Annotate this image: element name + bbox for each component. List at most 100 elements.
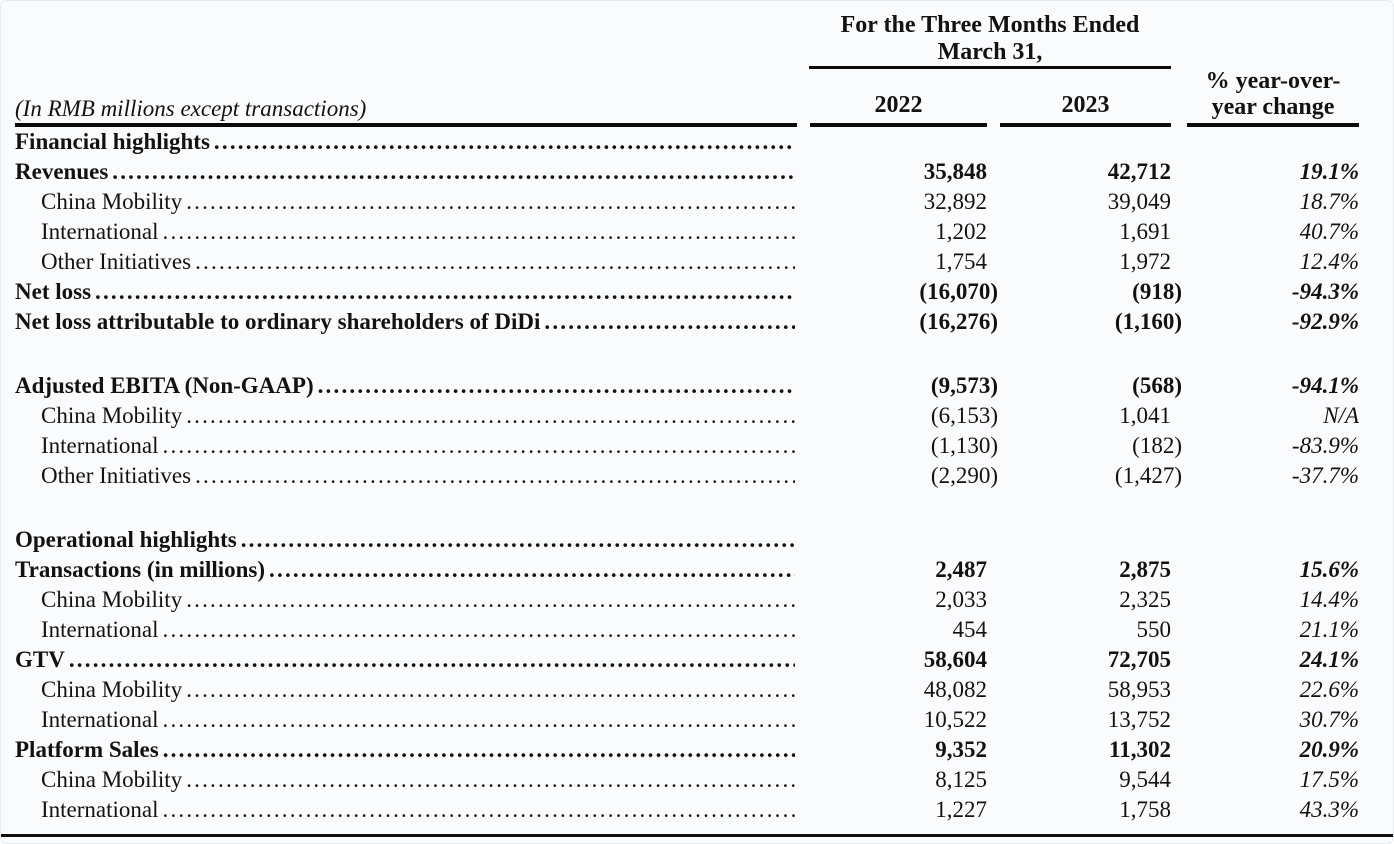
value-yoy-change: 18.7% (1299, 189, 1359, 214)
table-row: China Mobility (6,153) 1,041 N/A (15, 401, 1359, 431)
value-2022: (16,070) (919, 279, 998, 304)
value-2023: 1,972 (1119, 249, 1171, 274)
row-label: Platform Sales (15, 737, 159, 762)
value-2023: (918) (1132, 279, 1182, 304)
dot-leader (112, 157, 795, 187)
value-2022: 1,202 (935, 219, 987, 244)
value-yoy-change: 19.1% (1299, 159, 1359, 184)
table-row: Revenues 35,848 42,712 19.1% (15, 157, 1359, 187)
row-label: Other Initiatives (41, 463, 192, 488)
dot-leader (163, 795, 795, 825)
table-row: China Mobility 32,892 39,049 18.7% (15, 187, 1359, 217)
dot-leader (163, 705, 795, 735)
table-column-header-row: (In RMB millions except transactions) 20… (15, 68, 1359, 127)
value-2022: (16,276) (919, 309, 998, 334)
table-row: China Mobility 8,125 9,544 17.5% (15, 765, 1359, 795)
value-yoy-change: 40.7% (1299, 219, 1359, 244)
value-yoy-change: 21.1% (1299, 617, 1359, 642)
col-header-2023: 2023 (1000, 90, 1171, 127)
row-label: International (41, 219, 159, 244)
table-row: Net loss (16,070) (918) -94.3% (15, 277, 1359, 307)
value-yoy-change: -94.3% (1291, 279, 1359, 304)
value-yoy-change: N/A (1323, 403, 1359, 428)
dot-leader (195, 247, 795, 277)
col-header-yoy: % year-over-year change (1187, 68, 1359, 127)
value-yoy-change: -92.9% (1291, 309, 1359, 334)
value-2022: 8,125 (935, 767, 987, 792)
table-row: International 1,227 1,758 43.3% (15, 795, 1359, 825)
value-2022: 1,754 (935, 249, 987, 274)
row-label: Net loss (15, 279, 92, 304)
value-yoy-change: 43.3% (1299, 797, 1359, 822)
dot-leader (318, 371, 795, 401)
value-2023: 9,544 (1119, 767, 1171, 792)
value-2023: 1,041 (1119, 403, 1171, 428)
row-label: China Mobility (41, 403, 183, 428)
table-row: International 1,202 1,691 40.7% (15, 217, 1359, 247)
row-label: Transactions (in millions) (15, 557, 266, 582)
units-caption-cell: (In RMB millions except transactions) (15, 69, 797, 127)
row-label: Operational highlights (15, 527, 237, 552)
value-yoy-change: 17.5% (1299, 767, 1359, 792)
dot-leader (186, 765, 795, 795)
row-label: Net loss attributable to ordinary shareh… (15, 309, 541, 334)
dot-leader (241, 525, 795, 555)
dot-leader (186, 585, 795, 615)
value-2023: (182) (1132, 433, 1182, 458)
value-2022: 2,487 (935, 557, 987, 582)
value-yoy-change: -83.9% (1291, 433, 1359, 458)
row-label: Financial highlights (15, 129, 210, 154)
value-yoy-change: 20.9% (1299, 737, 1359, 762)
value-2022: 1,227 (935, 797, 987, 822)
value-2023: 58,953 (1107, 677, 1171, 702)
value-2022: (1,130) (930, 433, 998, 458)
value-2023: (568) (1132, 373, 1182, 398)
dot-leader (186, 675, 795, 705)
dot-leader (163, 615, 795, 645)
value-yoy-change: 15.6% (1299, 557, 1359, 582)
col-header-yoy-cell: % year-over-year change (1171, 68, 1359, 127)
table-row: GTV 58,604 72,705 24.1% (15, 645, 1359, 675)
row-label: Other Initiatives (41, 249, 192, 274)
value-2022: 32,892 (923, 189, 987, 214)
value-2023: (1,160) (1114, 309, 1182, 334)
value-2022: 454 (952, 617, 988, 642)
value-2023: 2,325 (1119, 587, 1171, 612)
dot-leader (186, 187, 795, 217)
dot-leader (163, 735, 795, 765)
row-label: International (41, 617, 159, 642)
value-yoy-change: 12.4% (1299, 249, 1359, 274)
value-2023: 13,752 (1107, 707, 1171, 732)
value-2022: (6,153) (930, 403, 998, 428)
table-row: Other Initiatives (2,290) (1,427) -37.7% (15, 461, 1359, 491)
table-row: International 454 550 21.1% (15, 615, 1359, 645)
dot-leader (163, 431, 795, 461)
units-caption: (In RMB millions except transactions) (15, 95, 797, 127)
period-header: For the Three Months Ended March 31, (809, 7, 1171, 69)
table-row: International (1,130) (182) -83.9% (15, 431, 1359, 461)
dot-leader (195, 461, 795, 491)
table-row: China Mobility 2,033 2,325 14.4% (15, 585, 1359, 615)
value-2023: 11,302 (1109, 737, 1171, 762)
value-2023: 1,758 (1119, 797, 1171, 822)
value-2022: 35,848 (923, 159, 987, 184)
group-header-right-spacer (1171, 7, 1359, 69)
value-2023: (1,427) (1114, 463, 1182, 488)
col-header-2023-cell: 2023 (987, 69, 1171, 127)
dot-leader (269, 555, 795, 585)
table-body: Financial highlights Revenues 35,848 42,… (15, 127, 1359, 825)
table-row: Net loss attributable to ordinary shareh… (15, 307, 1359, 337)
value-2023: 42,712 (1107, 159, 1171, 184)
row-label: China Mobility (41, 587, 183, 612)
value-2023: 39,049 (1107, 189, 1171, 214)
row-label: China Mobility (41, 677, 183, 702)
row-label: Adjusted EBITA (Non-GAAP) (15, 373, 314, 398)
table-row: Transactions (in millions) 2,487 2,875 1… (15, 555, 1359, 585)
value-yoy-change: -94.1% (1291, 373, 1359, 398)
row-label: GTV (15, 647, 65, 672)
col-header-2022-cell: 2022 (797, 69, 987, 127)
dot-leader (544, 307, 795, 337)
group-header-spacer (15, 7, 797, 69)
table-bottom-rule (1, 834, 1393, 837)
